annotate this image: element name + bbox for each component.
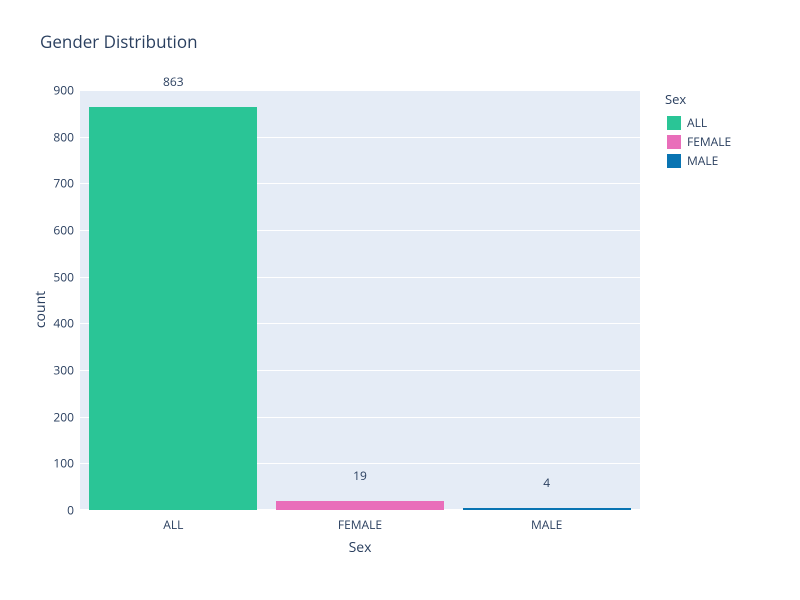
- y-tick-label: 100: [53, 455, 74, 472]
- legend-label: ALL: [687, 114, 707, 131]
- legend: Sex ALL FEMALE MALE: [665, 90, 731, 171]
- bar-male[interactable]: [463, 508, 631, 510]
- bar-all[interactable]: [89, 107, 257, 510]
- y-tick-label: 500: [53, 268, 74, 285]
- x-tick-label: FEMALE: [338, 516, 382, 533]
- y-tick-label: 800: [53, 128, 74, 145]
- y-axis-title: count: [31, 291, 50, 328]
- bar-value-label: 863: [163, 73, 184, 90]
- legend-title: Sex: [665, 90, 731, 108]
- y-tick-label: 200: [53, 408, 74, 425]
- chart-title: Gender Distribution: [40, 30, 198, 53]
- bar-value-label: 19: [353, 467, 367, 484]
- legend-item-male[interactable]: MALE: [665, 152, 731, 169]
- x-axis-title: Sex: [349, 538, 372, 557]
- legend-swatch: [665, 135, 683, 149]
- bar-female[interactable]: [276, 501, 444, 510]
- y-tick-label: 600: [53, 222, 74, 239]
- y-tick-label: 700: [53, 175, 74, 192]
- y-tick-label: 0: [67, 502, 74, 519]
- y-tick-label: 300: [53, 362, 74, 379]
- legend-label: MALE: [687, 152, 718, 169]
- y-tick-label: 400: [53, 315, 74, 332]
- legend-swatch: [665, 154, 683, 168]
- plot-area: 0100200300400500600700800900863ALL19FEMA…: [80, 90, 640, 510]
- legend-item-female[interactable]: FEMALE: [665, 133, 731, 150]
- x-tick-label: ALL: [163, 516, 183, 533]
- y-tick-label: 900: [53, 82, 74, 99]
- x-tick-label: MALE: [531, 516, 562, 533]
- legend-item-all[interactable]: ALL: [665, 114, 731, 131]
- legend-swatch: [665, 116, 683, 130]
- legend-label: FEMALE: [687, 133, 731, 150]
- bar-value-label: 4: [543, 474, 550, 491]
